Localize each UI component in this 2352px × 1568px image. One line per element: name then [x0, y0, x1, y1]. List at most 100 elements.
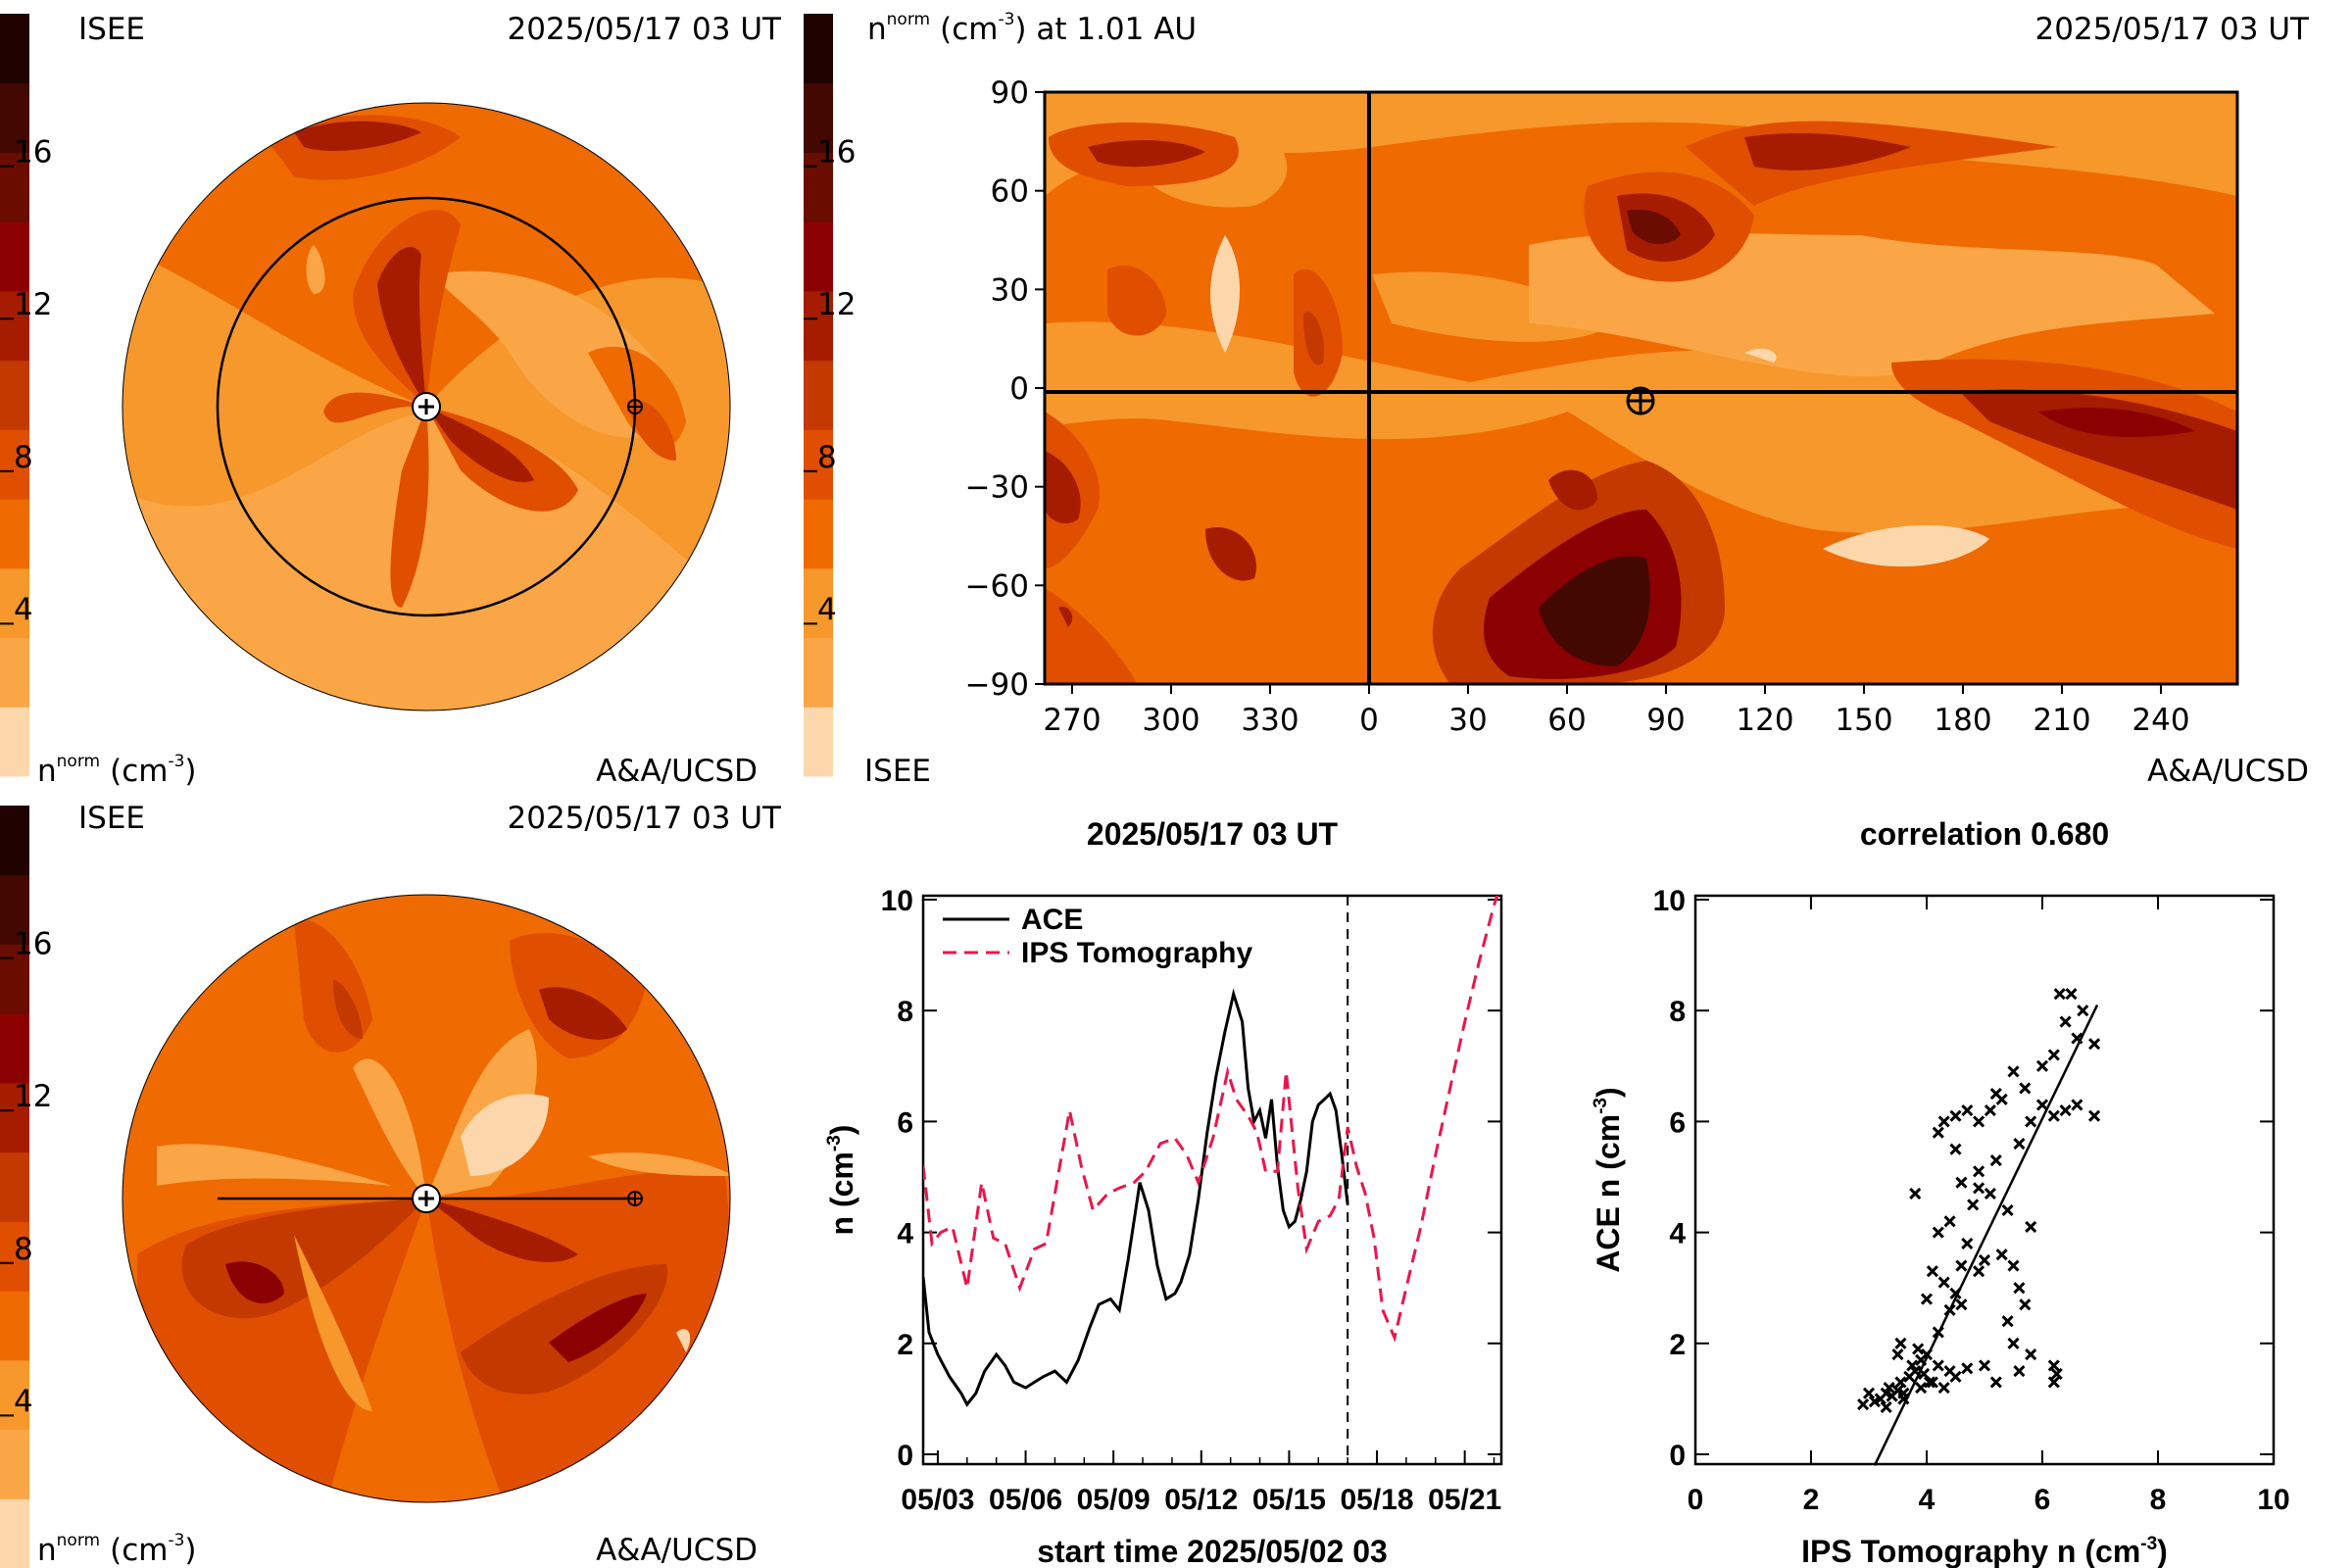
map-x-tick-label: 0	[1359, 703, 1379, 738]
regression-line	[1873, 1004, 2099, 1466]
colorbar-band	[0, 14, 29, 84]
scatter-point	[2013, 1137, 2026, 1151]
line-x-tick-label: 05/21	[1428, 1484, 1501, 1516]
map-x-tick-label: 120	[1736, 703, 1793, 738]
scatter-x-tick-label: 2	[1803, 1484, 1820, 1516]
scatter-point	[1943, 1215, 1956, 1228]
org-top-right: ISEE	[864, 754, 931, 789]
scatter-point	[1909, 1365, 1922, 1378]
colorbar-band	[804, 221, 833, 292]
map-x-tick-label: 300	[1142, 703, 1200, 738]
colorbar-band	[0, 221, 29, 292]
datetime-top-right: 2025/05/17 03 UT	[2035, 12, 2311, 47]
series-line-ips	[923, 896, 1499, 1343]
org-top-left: ISEE	[78, 12, 145, 47]
datetime-top-left: 2025/05/17 03 UT	[508, 12, 783, 47]
scatter-point	[1932, 1126, 1944, 1139]
colorbar-band	[0, 1152, 29, 1222]
colorbar-band	[0, 1082, 29, 1153]
colorbar-band	[0, 1359, 29, 1431]
scatter-ylabel: ACE n (cm-3)	[1591, 1087, 1626, 1272]
scatter-point	[1973, 1165, 1985, 1178]
scatter-point	[1955, 1298, 1968, 1311]
colorbar-band	[804, 82, 833, 153]
colorbar-tick-label: 8	[817, 440, 837, 475]
line-y-tick-label: 0	[897, 1440, 913, 1472]
scatter-point	[1883, 1382, 1895, 1395]
scatter-point	[1909, 1187, 1922, 1200]
scatter-point	[2025, 1348, 2037, 1361]
map-x-tick-label: 30	[1448, 703, 1487, 738]
scatter-point	[1937, 1115, 1950, 1128]
scatter-point	[2059, 1015, 2072, 1028]
scatter-y-tick-label: 2	[1669, 1329, 1686, 1361]
scatter-y-axis: 0 2 4 6 8 10	[1653, 885, 2274, 1472]
map-x-tick-label: 180	[1934, 703, 1991, 738]
colorbar-band	[804, 152, 833, 222]
sun-marker	[412, 392, 441, 421]
line-chart-frame	[921, 894, 1503, 1466]
scatter-point	[1932, 1326, 1944, 1339]
colorbar-tick-label: 12	[817, 287, 856, 322]
colorbar-band	[0, 1498, 29, 1568]
legend-label-ace: ACE	[1021, 904, 1083, 936]
scatter-y-tick-label: 8	[1669, 996, 1686, 1028]
colorbar-band	[804, 567, 833, 639]
colorbar-band	[0, 1013, 29, 1084]
line-x-tick-label: 05/06	[989, 1484, 1062, 1516]
line-x-tick-label: 05/15	[1252, 1484, 1326, 1516]
density-disk-top	[122, 102, 731, 711]
scatter-point	[2001, 1203, 2014, 1217]
map-x-tick-label: 330	[1241, 703, 1298, 738]
map-y-tick-label: 0	[1009, 371, 1029, 407]
scatter-point	[2047, 1109, 2060, 1122]
scatter-points	[1857, 988, 2101, 1413]
map-x-tick-label: 210	[2033, 703, 2090, 738]
colorbar-band	[0, 1429, 29, 1499]
scatter-point	[1932, 1359, 1944, 1372]
line-chart-x-axis: 05/03 05/06 05/09 05/12 05/15 05/18 05/21	[901, 1450, 1501, 1516]
scatter-point	[2019, 1082, 2032, 1095]
scatter-point	[1857, 1397, 1870, 1411]
scatter-point	[2088, 1109, 2101, 1122]
colorbar-band	[0, 637, 29, 708]
earth-marker-bottom	[627, 1191, 643, 1206]
scatter-point	[1973, 1115, 1985, 1128]
scatter-point	[1862, 1387, 1876, 1399]
scatter-x-tick-label: 4	[1919, 1484, 1936, 1516]
scatter-point	[1978, 1253, 1991, 1266]
line-y-tick-label: 8	[897, 996, 913, 1028]
density-disk-bottom	[122, 894, 731, 1503]
scatter-point	[2013, 1365, 2026, 1378]
line-y-tick-label: 10	[881, 885, 913, 917]
colorbar-band	[0, 1221, 29, 1292]
scatter-point	[1920, 1348, 1934, 1361]
map-y-tick-label: −60	[965, 568, 1029, 604]
scatter-point	[1949, 1370, 1962, 1383]
scatter-x-tick-label: 8	[2150, 1484, 2167, 1516]
scatter-point	[1989, 1153, 2002, 1167]
scatter-chart-title: correlation 0.680	[1860, 816, 2109, 852]
line-x-tick-label: 05/18	[1340, 1484, 1413, 1516]
line-y-tick-label: 6	[897, 1106, 913, 1139]
scatter-x-tick-label: 0	[1688, 1484, 1704, 1516]
scatter-x-axis: 0 2 4 6 8 10	[1688, 896, 2290, 1516]
scatter-point	[1923, 1376, 1936, 1389]
earth-marker	[627, 399, 643, 415]
map-x-tick-label: 150	[1835, 703, 1892, 738]
scatter-point	[1937, 1276, 1950, 1289]
scatter-point	[1949, 1109, 1962, 1122]
map-x-tick-label: 60	[1547, 703, 1586, 738]
colorbar-tick-label: 12	[14, 287, 52, 322]
scatter-point	[1891, 1348, 1904, 1361]
scatter-point	[1926, 1376, 1938, 1389]
scatter-point	[2088, 1038, 2101, 1051]
scatter-point	[2077, 1004, 2089, 1017]
credit-bottom-left: A&A/UCSD	[596, 1533, 758, 1568]
scatter-chart: correlation 0.680 0 2 4 6 8 10 0 2 4 6 8 10 IPS To…	[1591, 816, 2290, 1568]
colorbar-tick-label: 8	[14, 1232, 33, 1267]
scatter-point	[2025, 1115, 2037, 1128]
map-x-tick-label: 240	[2132, 703, 2189, 738]
scatter-point	[2025, 1220, 2037, 1234]
unit-label-top-left: nnorm (cm-3)	[37, 752, 197, 789]
